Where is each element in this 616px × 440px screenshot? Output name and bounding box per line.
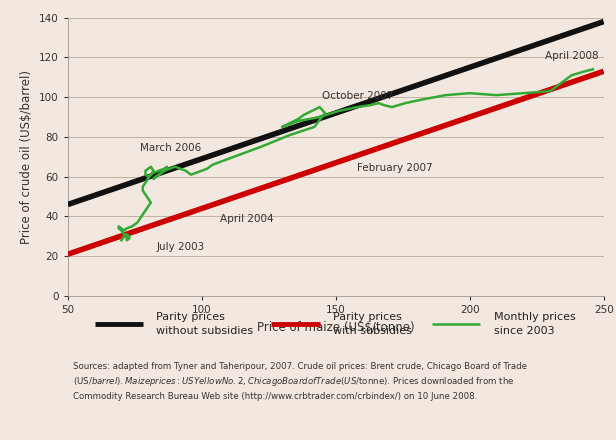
Text: October 2007: October 2007 <box>322 91 394 101</box>
Text: Sources: adapted from Tyner and Taheripour, 2007. Crude oil prices: Brent crude,: Sources: adapted from Tyner and Taheripo… <box>73 362 527 401</box>
Text: February 2007: February 2007 <box>357 163 433 173</box>
Text: Monthly prices
since 2003: Monthly prices since 2003 <box>494 312 575 336</box>
Text: Parity prices
with subsidies: Parity prices with subsidies <box>333 312 412 336</box>
Text: July 2003: July 2003 <box>156 242 205 252</box>
Text: March 2006: March 2006 <box>140 143 201 153</box>
Text: April 2004: April 2004 <box>221 214 274 224</box>
X-axis label: Price of maize (US$/tonne): Price of maize (US$/tonne) <box>257 321 415 334</box>
Y-axis label: Price of crude oil (US$/barrel): Price of crude oil (US$/barrel) <box>20 70 33 244</box>
Text: Parity prices
without subsidies: Parity prices without subsidies <box>156 312 253 336</box>
Text: April 2008: April 2008 <box>545 51 598 61</box>
